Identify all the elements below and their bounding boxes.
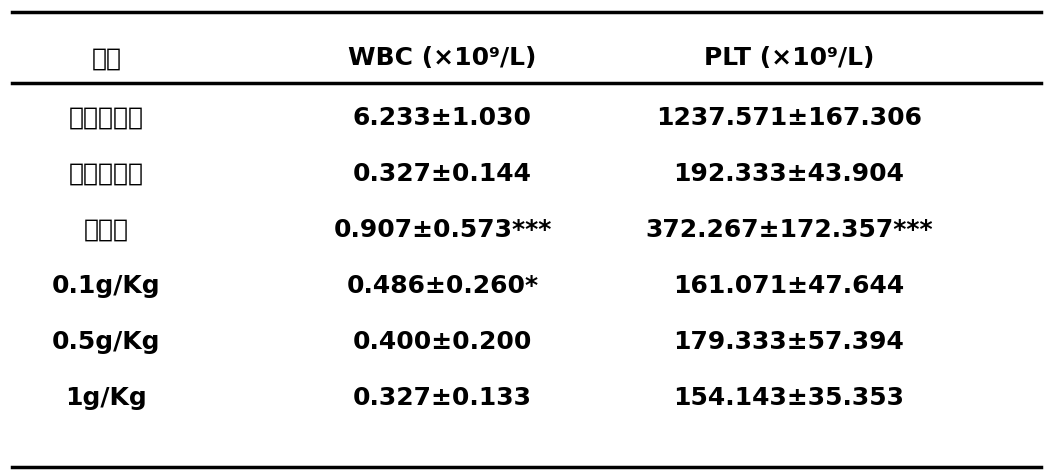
Text: 组别: 组别 xyxy=(92,46,121,70)
Text: 372.267±172.357***: 372.267±172.357*** xyxy=(645,218,933,241)
Text: 0.486±0.260*: 0.486±0.260* xyxy=(346,273,538,297)
Text: PLT (×10⁹/L): PLT (×10⁹/L) xyxy=(703,46,874,70)
Text: 正常对照组: 正常对照组 xyxy=(68,106,144,129)
Text: 1237.571±167.306: 1237.571±167.306 xyxy=(656,106,922,129)
Text: 192.333±43.904: 192.333±43.904 xyxy=(674,161,905,186)
Text: 0.1g/Kg: 0.1g/Kg xyxy=(52,273,161,297)
Text: 154.143±35.353: 154.143±35.353 xyxy=(674,385,905,409)
Text: 氨磷汀: 氨磷汀 xyxy=(84,218,128,241)
Text: 1g/Kg: 1g/Kg xyxy=(65,385,147,409)
Text: WBC (×10⁹/L): WBC (×10⁹/L) xyxy=(349,46,537,70)
Text: 0.907±0.573***: 0.907±0.573*** xyxy=(334,218,552,241)
Text: 0.327±0.133: 0.327±0.133 xyxy=(353,385,532,409)
Text: 161.071±47.644: 161.071±47.644 xyxy=(674,273,905,297)
Text: 照射对照组: 照射对照组 xyxy=(68,161,144,186)
Text: 0.327±0.144: 0.327±0.144 xyxy=(353,161,532,186)
Text: 0.400±0.200: 0.400±0.200 xyxy=(353,329,532,353)
Text: 0.5g/Kg: 0.5g/Kg xyxy=(53,329,161,353)
Text: 179.333±57.394: 179.333±57.394 xyxy=(674,329,905,353)
Text: 6.233±1.030: 6.233±1.030 xyxy=(353,106,532,129)
